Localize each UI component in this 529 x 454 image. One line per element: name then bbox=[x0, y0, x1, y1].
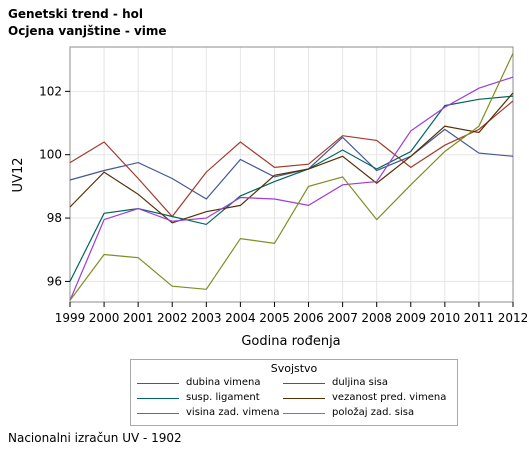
x-tick-label: 2009 bbox=[395, 311, 426, 325]
series-line-dubina-vimena bbox=[69, 128, 514, 200]
legend-label: visina zad. vimena bbox=[186, 407, 280, 418]
legend-swatch bbox=[283, 398, 325, 399]
y-tick-label: 98 bbox=[47, 211, 62, 225]
legend-label: položaj zad. sisa bbox=[332, 407, 415, 418]
series-lines bbox=[69, 53, 514, 301]
x-axis-label: Godina rođenja bbox=[241, 334, 340, 349]
legend-title: Svojstvo bbox=[270, 362, 318, 375]
legend-label: susp. ligament bbox=[186, 392, 260, 403]
series-line-visina-zad-vimena bbox=[69, 76, 514, 301]
y-axis-ticks: 96 98 100 102 bbox=[39, 84, 70, 288]
footnote: Nacionalni izračun UV - 1902 bbox=[8, 431, 182, 445]
y-tick-label: 96 bbox=[47, 274, 62, 288]
legend-swatch bbox=[137, 413, 179, 414]
legend-swatch bbox=[283, 383, 325, 384]
series-line-vezanost-pred-vimena bbox=[69, 92, 514, 224]
legend-swatch bbox=[137, 398, 179, 399]
y-axis-label: UV12 bbox=[11, 158, 26, 193]
x-tick-label: 2012 bbox=[498, 311, 529, 325]
x-tick-label: 2007 bbox=[327, 311, 358, 325]
y-tick-label: 100 bbox=[39, 148, 62, 162]
plot-area bbox=[69, 46, 514, 303]
legend-swatch bbox=[283, 413, 325, 414]
y-tick-label: 102 bbox=[39, 84, 62, 98]
chart-title: Genetski trend - hol bbox=[8, 7, 143, 21]
x-tick-label: 2003 bbox=[191, 311, 222, 325]
x-tick-label: 1999 bbox=[55, 311, 86, 325]
series-line-susp-ligament bbox=[69, 95, 514, 282]
legend-label: duljina sisa bbox=[332, 377, 388, 388]
legend-swatch bbox=[137, 383, 179, 384]
series-line-polo-aj-zad-sisa bbox=[69, 53, 514, 301]
series-line-duljina-sisa bbox=[69, 100, 514, 218]
x-tick-label: 2008 bbox=[361, 311, 392, 325]
grid bbox=[69, 47, 514, 302]
x-tick-label: 2011 bbox=[464, 311, 495, 325]
x-tick-label: 2010 bbox=[430, 311, 461, 325]
x-tick-label: 2005 bbox=[259, 311, 290, 325]
x-tick-label: 2006 bbox=[293, 311, 324, 325]
legend: Svojstvo dubina vimena duljina sisa susp… bbox=[130, 359, 458, 426]
x-tick-label: 2000 bbox=[89, 311, 120, 325]
chart-subtitle: Ocjena vanjštine - vime bbox=[8, 24, 167, 38]
legend-label: dubina vimena bbox=[186, 377, 261, 388]
x-axis-ticks: 1999 2000 2001 2002 2003 2004 2005 2006 2007 2008… bbox=[55, 302, 529, 325]
legend-label: vezanost pred. vimena bbox=[332, 392, 447, 403]
x-tick-label: 2004 bbox=[225, 311, 256, 325]
x-tick-label: 2002 bbox=[157, 311, 188, 325]
x-tick-label: 2001 bbox=[123, 311, 154, 325]
